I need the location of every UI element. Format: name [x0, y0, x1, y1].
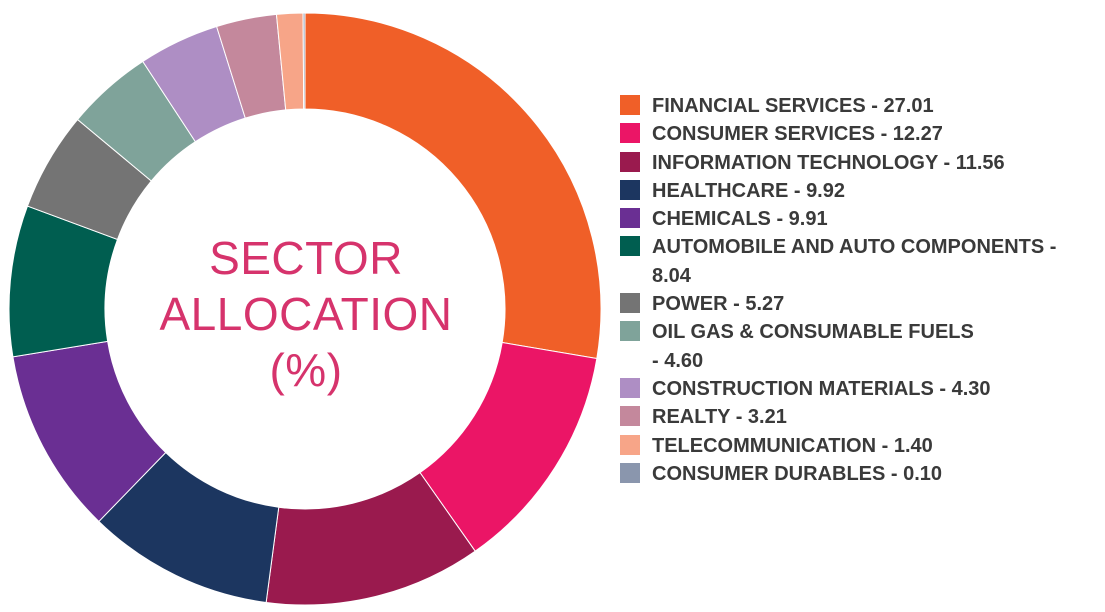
legend-swatch	[620, 293, 640, 314]
legend-swatch	[620, 406, 640, 427]
legend-swatch	[620, 377, 640, 398]
legend-swatch	[620, 321, 640, 342]
center-label-line-3: (%)	[269, 344, 343, 396]
legend-label: CHEMICALS - 9.91	[652, 208, 828, 231]
legend-label: CONSUMER DURABLES - 0.10	[652, 462, 943, 485]
legend-swatch	[620, 236, 640, 257]
slice-financial-services	[304, 12, 602, 360]
legend-item-consumer-durables: CONSUMER DURABLES - 0.10	[620, 460, 1100, 488]
legend-item-healthcare: HEALTHCARE - 9.92	[620, 177, 1100, 205]
chart-legend: FINANCIAL SERVICES - 27.01 CONSUMER SERVI…	[620, 92, 1100, 488]
center-label-line-2: ALLOCATION	[159, 288, 453, 340]
slice-consumer-durables	[302, 12, 306, 110]
legend-item-realty: REALTY - 3.21	[620, 403, 1100, 431]
legend-swatch	[620, 462, 640, 483]
donut-chart	[8, 12, 602, 606]
legend-item-oil-gas-consumable-fuels: OIL GAS & CONSUMABLE FUELS - 4.60	[620, 318, 1100, 375]
legend-label: REALTY - 3.21	[652, 406, 787, 429]
legend-item-chemicals: CHEMICALS - 9.91	[620, 205, 1100, 233]
donut-center-label: SECTOR ALLOCATION (%)	[156, 230, 456, 398]
legend-swatch	[620, 208, 640, 229]
legend-item-power: POWER - 5.27	[620, 290, 1100, 318]
legend-swatch	[620, 151, 640, 172]
legend-item-consumer-services: CONSUMER SERVICES - 12.27	[620, 120, 1100, 148]
legend-label: TELECOMMUNICATION - 1.40	[652, 434, 933, 457]
legend-swatch	[620, 95, 640, 115]
legend-label: INFORMATION TECHNOLOGY - 11.56	[652, 151, 1005, 174]
legend-item-construction-materials: CONSTRUCTION MATERIALS - 4.30	[620, 375, 1100, 403]
legend-item-telecommunication: TELECOMMUNICATION - 1.40	[620, 432, 1100, 460]
legend-label: CONSUMER SERVICES - 12.27	[652, 123, 943, 146]
legend-label: AUTOMOBILE AND AUTO COMPONENTS -8.04	[652, 236, 1057, 287]
legend-item-information-technology: INFORMATION TECHNOLOGY - 11.56	[620, 149, 1100, 177]
legend-swatch	[620, 179, 640, 200]
legend-item-automobile-and-auto-components: AUTOMOBILE AND AUTO COMPONENTS -8.04	[620, 233, 1100, 290]
legend-label: HEALTHCARE - 9.92	[652, 179, 845, 202]
legend-label: POWER - 5.27	[652, 293, 785, 316]
legend-swatch	[620, 434, 640, 455]
legend-swatch	[620, 123, 640, 144]
center-label-line-1: SECTOR	[209, 232, 403, 284]
legend-label: CONSTRUCTION MATERIALS - 4.30	[652, 377, 991, 400]
legend-label: OIL GAS & CONSUMABLE FUELS - 4.60	[652, 321, 974, 372]
legend-item-financial-services: FINANCIAL SERVICES - 27.01	[620, 92, 1100, 120]
legend-label: FINANCIAL SERVICES - 27.01	[652, 95, 934, 117]
